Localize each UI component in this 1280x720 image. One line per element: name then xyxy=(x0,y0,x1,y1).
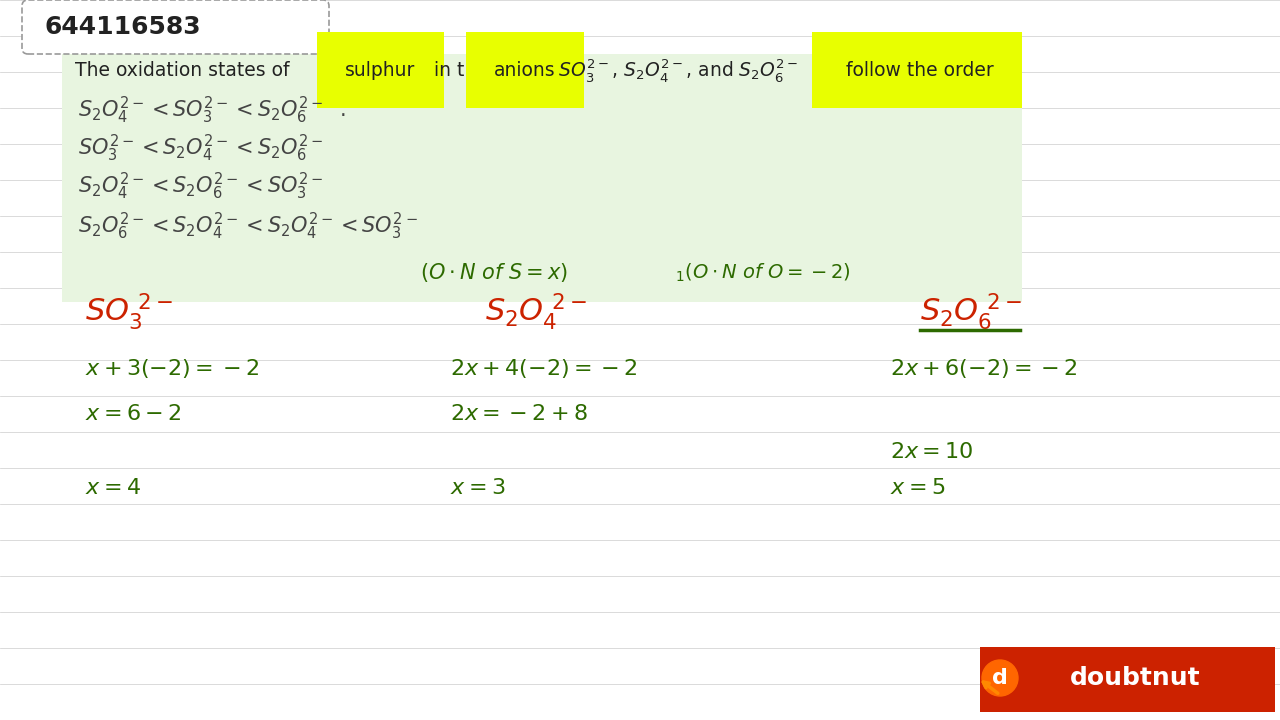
Text: $x = 6 - 2$: $x = 6 - 2$ xyxy=(84,403,182,425)
Text: doubtnut: doubtnut xyxy=(1070,666,1201,690)
Circle shape xyxy=(982,660,1018,696)
Text: $SO_3^{2-}$, $S_2O_4^{2-}$, and $S_2O_6^{2-}$: $SO_3^{2-}$, $S_2O_4^{2-}$, and $S_2O_6^… xyxy=(553,56,799,84)
Text: $_{1}(O \cdot N\ of\ O = -2)$: $_{1}(O \cdot N\ of\ O = -2)$ xyxy=(675,262,851,284)
Text: $x = 4$: $x = 4$ xyxy=(84,477,141,499)
Text: $SO_3^{2-} < S_2O_4^{2-} < S_2O_6^{2-}$: $SO_3^{2-} < S_2O_4^{2-} < S_2O_6^{2-}$ xyxy=(78,132,324,163)
Text: $S_2O_6^{2-} < S_2O_4^{2-} < S_2O_4^{2-} < SO_3^{2-}$: $S_2O_6^{2-} < S_2O_4^{2-} < S_2O_4^{2-}… xyxy=(78,210,417,242)
Text: 644116583: 644116583 xyxy=(45,15,202,39)
Text: $SO_3^{\ 2-}$: $SO_3^{\ 2-}$ xyxy=(84,292,173,333)
Text: $S_2O_4^{2-} < SO_3^{2-} < S_2O_6^{2-}$  .: $S_2O_4^{2-} < SO_3^{2-} < S_2O_6^{2-}$ … xyxy=(78,94,346,125)
Text: $x = 3$: $x = 3$ xyxy=(451,477,506,499)
Text: $x = 5$: $x = 5$ xyxy=(890,477,946,499)
Text: The oxidation states of: The oxidation states of xyxy=(76,60,296,79)
Text: $2x + 6(-2) = -2$: $2x + 6(-2) = -2$ xyxy=(890,356,1078,379)
Text: sulphur: sulphur xyxy=(346,60,416,79)
Text: follow the order: follow the order xyxy=(840,60,993,79)
Text: $S_2O_4^{\ 2-}$: $S_2O_4^{\ 2-}$ xyxy=(485,292,588,333)
FancyBboxPatch shape xyxy=(22,0,329,54)
Text: $2x = 10$: $2x = 10$ xyxy=(890,441,974,463)
Text: $2x = -2 + 8$: $2x = -2 + 8$ xyxy=(451,403,588,425)
Text: $x + 3(-2) = -2$: $x + 3(-2) = -2$ xyxy=(84,356,259,379)
Text: d: d xyxy=(992,668,1007,688)
Bar xyxy=(980,647,1275,712)
Text: anions: anions xyxy=(494,60,556,79)
Text: $S_2O_4^{2-} < S_2O_6^{2-} < SO_3^{2-}$: $S_2O_4^{2-} < S_2O_6^{2-} < SO_3^{2-}$ xyxy=(78,171,324,202)
Text: in the: in the xyxy=(428,60,494,79)
Text: $(O \cdot N\ of\ S = x)$: $(O \cdot N\ of\ S = x)$ xyxy=(420,261,568,284)
Bar xyxy=(61,54,1021,302)
Text: $S_2O_6^{\ 2-}$: $S_2O_6^{\ 2-}$ xyxy=(920,292,1023,333)
Text: $2x + 4(-2) = -2$: $2x + 4(-2) = -2$ xyxy=(451,356,637,379)
